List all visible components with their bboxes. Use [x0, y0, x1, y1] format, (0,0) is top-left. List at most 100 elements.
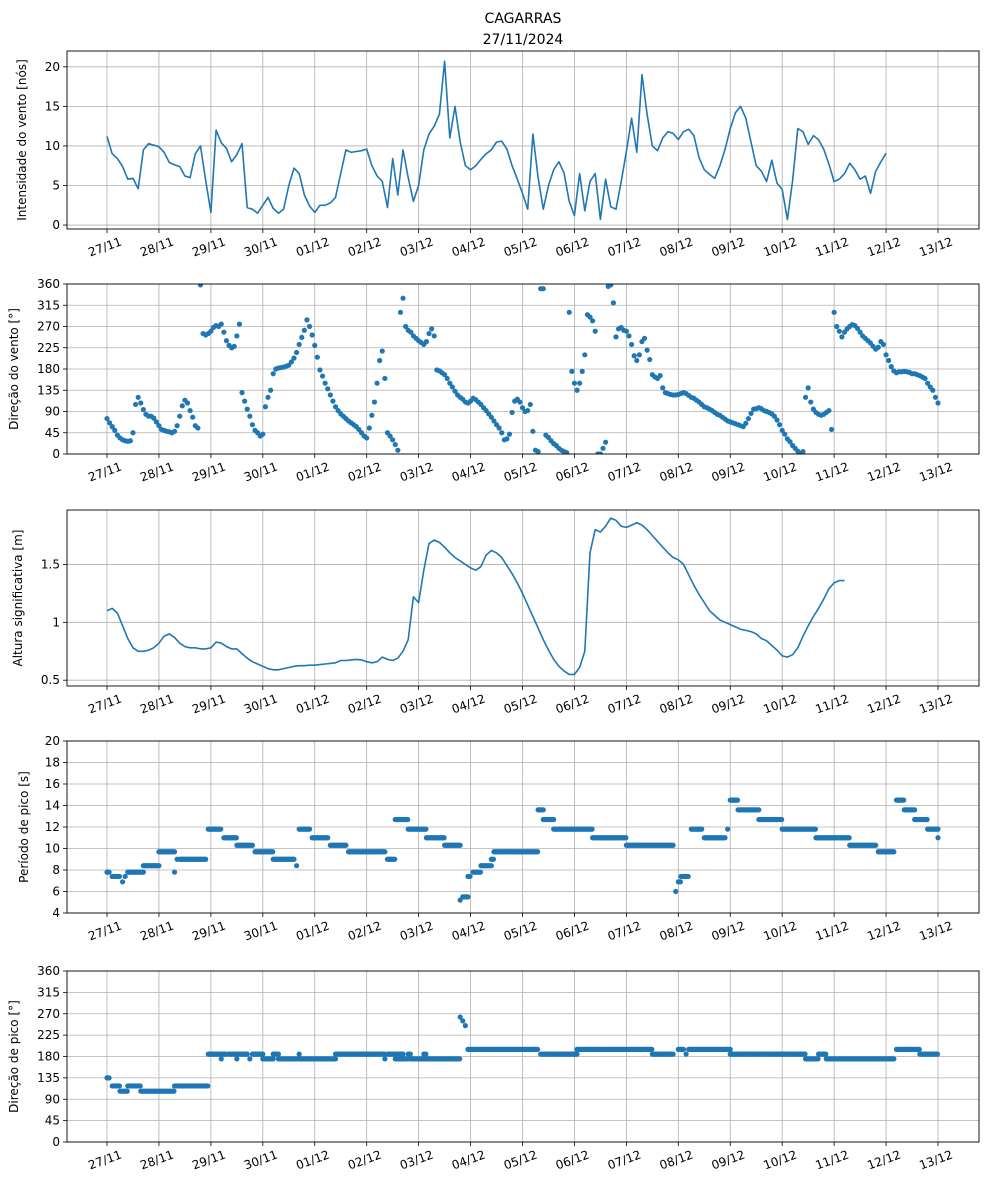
- x-tick-label: 02/12: [346, 460, 383, 485]
- data-point: [392, 856, 398, 862]
- data-point: [223, 338, 230, 344]
- x-tick-label: 27/11: [86, 919, 123, 944]
- data-point: [647, 356, 653, 363]
- y-tick-label: 180: [37, 1050, 60, 1064]
- x-tick-label: 30/11: [242, 919, 279, 944]
- data-point: [322, 380, 328, 386]
- data-point: [930, 387, 936, 393]
- x-tick-label: 06/12: [554, 460, 591, 485]
- data-point: [387, 433, 393, 439]
- data-point: [400, 295, 406, 301]
- x-tick-label: 28/11: [138, 692, 175, 717]
- x-tick-label: 10/12: [762, 692, 799, 717]
- data-point: [496, 425, 502, 431]
- y-tick-label: 14: [45, 799, 60, 813]
- data-point: [680, 1046, 687, 1052]
- x-tick-label: 04/12: [450, 1148, 487, 1173]
- data-point: [597, 451, 604, 454]
- data-point: [444, 375, 450, 382]
- data-point: [748, 410, 754, 416]
- data-point: [423, 1051, 429, 1057]
- x-tick-label: 06/12: [554, 1148, 591, 1173]
- data-point: [379, 348, 385, 354]
- y-tick-label: 20: [45, 60, 60, 74]
- data-point: [452, 388, 458, 394]
- data-point: [540, 286, 546, 292]
- x-tick-label: 10/12: [762, 919, 799, 944]
- x-tick-label: 01/12: [294, 1148, 331, 1173]
- data-point: [506, 431, 513, 437]
- data-point: [325, 386, 331, 392]
- x-tick-label: 06/12: [554, 235, 591, 260]
- data-point: [221, 329, 227, 335]
- data-point: [231, 343, 237, 349]
- data-point: [787, 439, 793, 445]
- x-tick-label: 05/12: [502, 919, 539, 944]
- data-point: [106, 869, 112, 875]
- data-point: [132, 401, 139, 408]
- data-point: [504, 436, 510, 442]
- data-point: [699, 826, 705, 832]
- data-point: [670, 842, 676, 848]
- x-tick-label: 30/11: [242, 235, 279, 260]
- data-point: [268, 387, 274, 393]
- data-point: [582, 352, 588, 358]
- data-point: [296, 1051, 302, 1057]
- x-tick-label: 12/12: [865, 1148, 902, 1173]
- data-point: [527, 401, 533, 408]
- data-point: [540, 807, 546, 813]
- x-tick-label: 07/12: [606, 235, 643, 260]
- x-tick-label: 08/12: [658, 235, 695, 260]
- data-point: [815, 1056, 821, 1062]
- data-point: [293, 863, 300, 869]
- ylabel-wind-speed: Intensidade do vento [nós]: [15, 59, 29, 221]
- data-point: [530, 428, 536, 434]
- data-point: [834, 323, 840, 330]
- data-point: [660, 385, 666, 391]
- data-point: [683, 1051, 689, 1057]
- data-point: [587, 314, 593, 320]
- y-tick-label: 20: [45, 734, 60, 748]
- data-point: [782, 431, 788, 437]
- x-tick-label: 27/11: [86, 692, 123, 717]
- data-point: [249, 842, 256, 848]
- x-tick-label: 08/12: [658, 460, 695, 485]
- data-point: [875, 344, 881, 350]
- y-tick-label: 270: [37, 1007, 60, 1021]
- data-point: [802, 394, 809, 400]
- y-tick-label: 0.5: [41, 673, 60, 687]
- data-point: [239, 390, 245, 396]
- x-tick-label: 12/12: [865, 235, 902, 260]
- data-point: [371, 399, 378, 405]
- data-point: [179, 403, 185, 409]
- y-tick-label: 16: [45, 777, 60, 791]
- x-tick-label: 06/12: [554, 692, 591, 717]
- data-point: [725, 826, 731, 832]
- y-tick-label: 225: [37, 1028, 60, 1042]
- data-point: [275, 1051, 281, 1057]
- data-point: [644, 347, 650, 353]
- y-tick-label: 5: [52, 178, 60, 192]
- data-point: [805, 385, 811, 391]
- x-tick-label: 07/12: [606, 692, 643, 717]
- y-tick-label: 315: [37, 985, 60, 999]
- y-tick-label: 1: [52, 615, 60, 629]
- data-point: [912, 807, 918, 813]
- data-point: [137, 1083, 143, 1089]
- x-tick-label: 07/12: [606, 919, 643, 944]
- data-point: [623, 328, 629, 334]
- y-tick-label: 0: [52, 447, 60, 461]
- data-point: [447, 380, 453, 386]
- series-group: [104, 1014, 941, 1094]
- ylabel-peak-direction: Direção de pico [°]: [7, 1000, 21, 1113]
- axes-frame: [66, 970, 980, 1143]
- ylabel-significant-height: Altura significativa [m]: [11, 530, 25, 667]
- data-point: [488, 414, 494, 420]
- data-point: [457, 1014, 463, 1020]
- x-tick-label: 13/12: [917, 692, 954, 717]
- series-line: [106, 60, 887, 221]
- data-point: [247, 1056, 253, 1062]
- x-tick-label: 07/12: [606, 460, 643, 485]
- data-point: [756, 807, 762, 813]
- data-point: [569, 368, 575, 374]
